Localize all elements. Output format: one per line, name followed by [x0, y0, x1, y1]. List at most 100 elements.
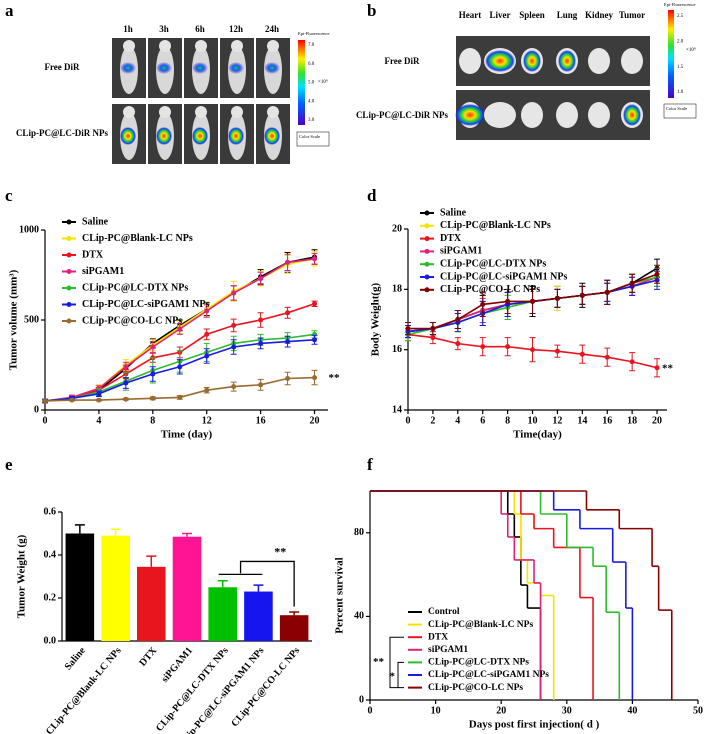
mouse-head	[267, 106, 279, 118]
mouse-head	[123, 40, 135, 52]
data-point	[405, 326, 411, 332]
data-point	[455, 341, 461, 347]
colorbar-unit: ×10⁹	[318, 79, 328, 85]
signal	[558, 50, 576, 72]
x-tick-label: 12	[202, 415, 212, 426]
colorbar-label: 6.0	[308, 62, 315, 67]
legend-marker	[424, 248, 430, 254]
colorbar-label: 3.0	[308, 118, 315, 123]
data-point	[629, 280, 635, 286]
x-axis-title: Time (day)	[161, 429, 213, 441]
data-point	[285, 339, 291, 345]
x-tick-label: 30	[562, 705, 572, 716]
data-point	[150, 344, 156, 350]
bar	[137, 566, 166, 641]
data-point	[312, 375, 318, 381]
data-point	[654, 365, 660, 371]
data-point	[96, 391, 102, 397]
x-tick-label: 8	[150, 415, 155, 426]
signal	[485, 50, 515, 72]
data-point	[579, 351, 585, 357]
panel-letter: a	[5, 1, 14, 20]
y-tick-label: 0.6	[44, 506, 57, 517]
legend-marker	[66, 269, 72, 274]
data-point	[258, 340, 264, 346]
legend-marker	[66, 252, 72, 258]
data-point	[42, 398, 48, 404]
significance-bracket	[239, 560, 295, 607]
legend-label: DTX	[82, 249, 104, 260]
data-point	[258, 317, 264, 323]
colorbar-label: 2.0	[677, 39, 684, 44]
error-bar	[289, 611, 300, 616]
x-tick-label: 20	[496, 705, 506, 716]
y-axis-title: Percent survival	[334, 557, 346, 633]
data-point	[123, 396, 129, 402]
x-tick-label: DTX	[137, 645, 159, 669]
legend-marker	[424, 236, 430, 242]
legend-marker	[66, 236, 72, 241]
legend-label: CLip-PC@LC-DTX NPs	[428, 658, 529, 668]
legend-label: CLip-PC@LC-siPGAM1 NPs	[82, 299, 209, 310]
significance-bracket	[389, 636, 404, 689]
data-point	[177, 364, 183, 370]
legend-marker	[424, 274, 430, 280]
annotation: *	[390, 671, 396, 683]
data-point	[204, 353, 210, 359]
colorbar-label: 7.0	[308, 43, 315, 48]
x-tick-label: 8	[505, 415, 510, 426]
row-label: Free DiR	[384, 56, 420, 66]
scale-note: Color Scale	[299, 134, 320, 139]
x-tick-label: CLip-PC@Blank-LC NPs	[44, 645, 124, 734]
signal	[156, 62, 172, 74]
column-label: Tumor	[619, 10, 645, 20]
signal	[623, 104, 641, 126]
column-label: Lung	[557, 10, 578, 20]
data-point	[204, 308, 210, 314]
legend-label: CLip-PC@Blank-LC NPs	[82, 233, 193, 244]
y-tick-label: 18	[392, 284, 402, 295]
row-label: CLip-PC@LC-DiR NPs	[356, 110, 449, 120]
column-label: 3h	[159, 24, 169, 34]
legend-label: CLip-PC@CO-LC NPs	[428, 683, 523, 693]
legend-label: DTX	[428, 632, 448, 642]
panel-letter: e	[5, 455, 13, 474]
y-tick-label: 0	[34, 404, 39, 415]
organ	[556, 102, 578, 128]
bar	[279, 615, 309, 641]
colorbar-title: Epi-Fluorescence	[298, 31, 330, 36]
x-tick-label: 16	[602, 415, 612, 426]
signal	[228, 127, 244, 145]
row-label: CLip-PC@LC-DiR NPs	[16, 128, 109, 138]
data-point	[231, 344, 237, 350]
data-point	[204, 331, 210, 337]
x-axis-title: Days post first injection( d )	[469, 719, 600, 731]
bar	[244, 591, 273, 641]
legend-label: CLip-PC@CO-LC NPs	[82, 315, 182, 326]
x-tick-label: siPGAM1	[159, 645, 195, 684]
signal	[264, 62, 280, 74]
data-point	[258, 382, 264, 388]
x-tick-label: 4	[96, 415, 101, 426]
legend-label: CLip-PC@Blank-LC NPs	[440, 220, 551, 231]
colorbar-unit: ×10⁹	[686, 47, 696, 53]
signal	[455, 104, 485, 126]
data-point	[455, 317, 461, 322]
organ	[621, 48, 643, 74]
error-bar	[74, 524, 85, 534]
data-point	[480, 301, 486, 307]
mouse-head	[231, 40, 243, 52]
data-point	[312, 256, 318, 262]
signal	[264, 127, 280, 145]
y-tick-label: 0.4	[44, 549, 57, 560]
data-point	[231, 384, 237, 390]
y-tick-label: 0	[359, 694, 364, 705]
legend-label: Saline	[440, 207, 467, 218]
x-tick-label: 0	[368, 705, 373, 716]
data-point	[430, 326, 436, 332]
mouse-head	[123, 106, 135, 118]
bar	[172, 536, 202, 641]
data-point	[123, 380, 129, 386]
column-label: Liver	[490, 10, 511, 20]
